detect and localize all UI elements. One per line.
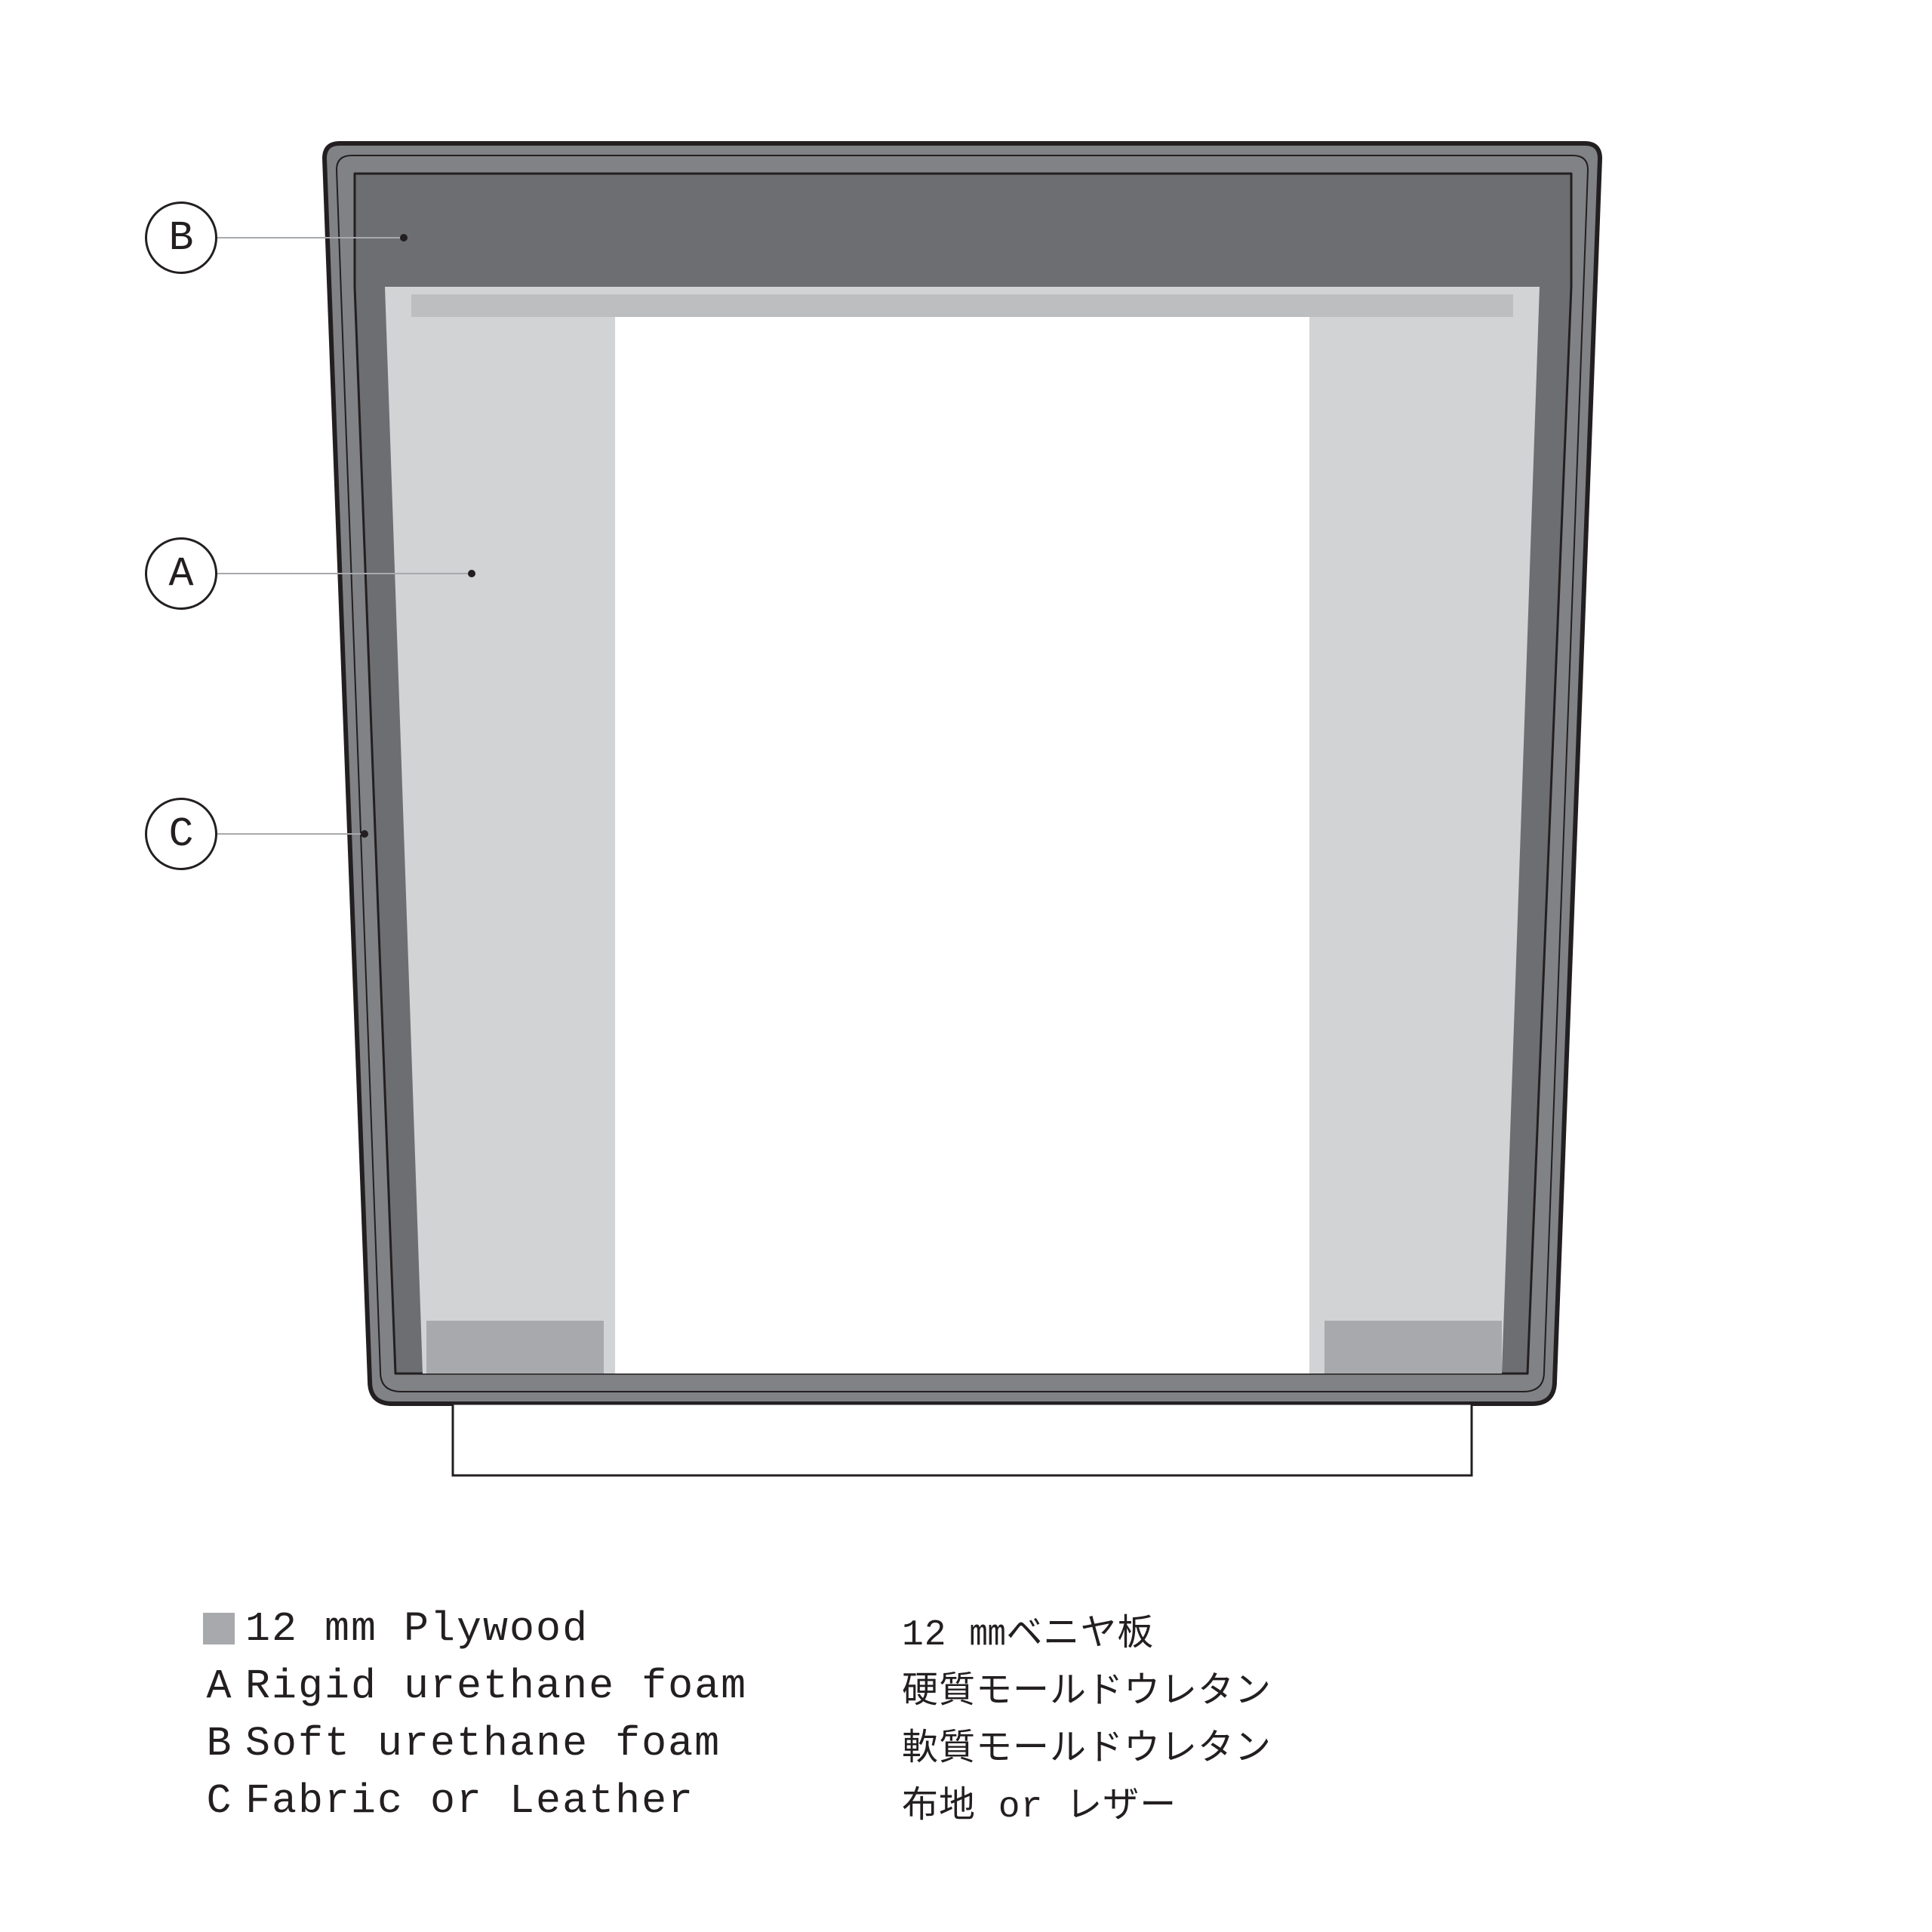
base-bar	[453, 1404, 1472, 1475]
legend-key-swatch	[192, 1613, 245, 1644]
callout-dot-b	[400, 234, 408, 242]
callout-bubble-c: C	[145, 798, 217, 870]
legend-label-jp: 12 ㎜ベニヤ板	[902, 1602, 1154, 1656]
legend-key-letter: C	[192, 1777, 245, 1825]
callout-bubble-a: A	[145, 537, 217, 610]
layer-plywood	[615, 317, 1309, 1374]
legend-swatch-icon	[203, 1613, 235, 1644]
callout-bubble-b: B	[145, 202, 217, 274]
callout-dot-a	[468, 570, 475, 577]
legend-label-en: Rigid urethane foam	[245, 1663, 902, 1710]
legend-key-letter: B	[192, 1720, 245, 1767]
legend-row: 12 mm Plywood12 ㎜ベニヤ板	[192, 1600, 1272, 1657]
legend-key-letter: A	[192, 1663, 245, 1710]
legend-label-jp: 硬質モールドウレタン	[902, 1660, 1272, 1713]
layer-a-highlight	[411, 294, 1513, 317]
bottom-pad-right	[1324, 1321, 1502, 1374]
legend-label-en: 12 mm Plywood	[245, 1605, 902, 1653]
legend-label-jp: 軟質モールドウレタン	[902, 1717, 1272, 1770]
legend-row: BSoft urethane foam軟質モールドウレタン	[192, 1715, 1272, 1772]
legend-label-en: Fabric or Leather	[245, 1777, 902, 1825]
legend-label-jp: 布地 or レザー	[902, 1774, 1177, 1828]
legend-row: CFabric or Leather布地 or レザー	[192, 1772, 1272, 1829]
legend-row: ARigid urethane foam硬質モールドウレタン	[192, 1657, 1272, 1715]
callout-dot-c	[361, 830, 368, 838]
legend: 12 mm Plywood12 ㎜ベニヤ板ARigid urethane foa…	[192, 1600, 1272, 1829]
bottom-pad-left	[426, 1321, 604, 1374]
legend-label-en: Soft urethane foam	[245, 1720, 902, 1767]
